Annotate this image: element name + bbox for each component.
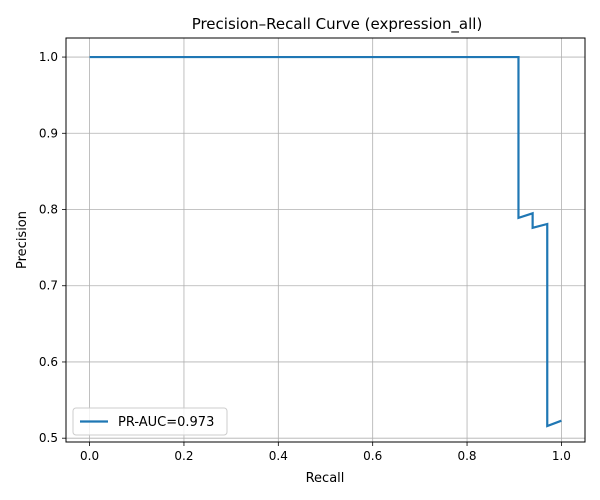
y-axis-label: Precision	[15, 211, 30, 269]
x-tick-label: 0.0	[80, 449, 99, 463]
tick-layer: 0.0 0.2 0.4 0.6 0.8 1.0 0.5 0.6 0.7 0.8 0.9 1.0	[39, 50, 571, 463]
y-tick-label: 0.6	[39, 355, 58, 369]
legend: PR-AUC=0.973	[72, 407, 228, 436]
y-tick-label: 0.9	[39, 126, 58, 140]
x-tick-label: 0.2	[174, 449, 193, 463]
grid-lines	[66, 38, 585, 442]
x-tick-label: 0.4	[269, 449, 288, 463]
series-layer	[89, 55, 562, 428]
pr-curve-line	[89, 55, 562, 428]
legend-box	[72, 407, 228, 436]
x-tick-label: 1.0	[552, 449, 571, 463]
legend-entry-label: PR-AUC=0.973	[118, 415, 214, 430]
plot-frame	[65, 37, 586, 443]
y-tick-label: 0.8	[39, 203, 58, 217]
y-tick-label: 1.0	[39, 50, 58, 64]
chart-title: Precision–Recall Curve (expression_all)	[192, 15, 483, 34]
x-tick-label: 0.8	[457, 449, 476, 463]
x-tick-label: 0.6	[363, 449, 382, 463]
y-tick-label: 0.5	[39, 431, 58, 445]
x-axis-label: Recall	[306, 471, 345, 486]
y-tick-label: 0.7	[39, 279, 58, 293]
